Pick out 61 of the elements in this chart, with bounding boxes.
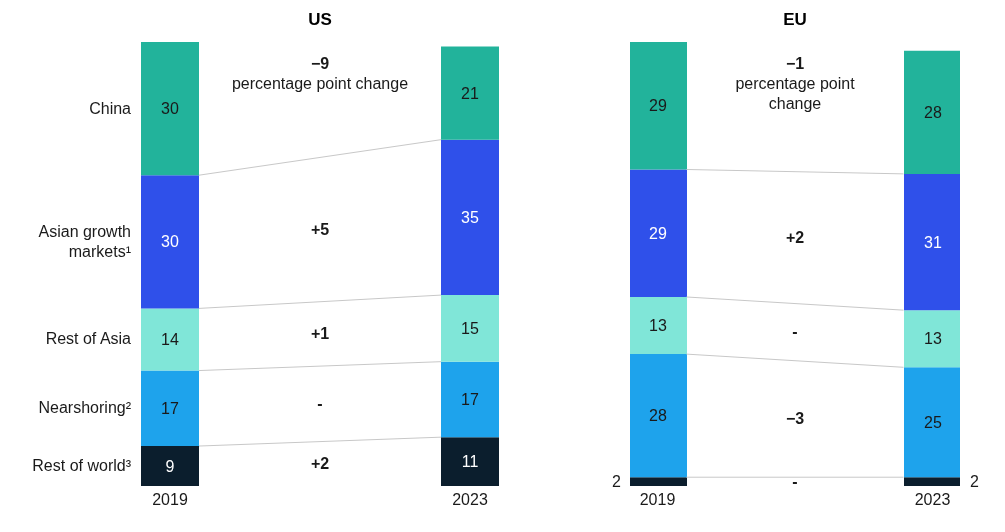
bar — [141, 42, 199, 176]
x-tick-label: 2023 — [914, 491, 951, 509]
bar — [630, 42, 687, 170]
bar — [441, 361, 499, 438]
bar — [904, 477, 960, 486]
bar — [141, 308, 199, 371]
data-label: 28 — [924, 103, 942, 121]
bar — [441, 139, 499, 296]
annotation: - — [316, 393, 324, 414]
chart-title: EU — [782, 10, 808, 30]
bar — [630, 354, 687, 478]
data-label: 2 — [970, 473, 979, 491]
x-tick-label: 2019 — [639, 491, 676, 509]
data-label: 15 — [461, 319, 479, 337]
data-label: 29 — [649, 224, 667, 242]
bar — [441, 46, 499, 140]
data-label: 28 — [649, 407, 667, 425]
series-label: Asian growth markets¹ — [37, 221, 131, 262]
data-label: 11 — [461, 453, 479, 471]
annotation: - — [791, 322, 799, 343]
data-label: 21 — [461, 84, 479, 102]
bar — [904, 173, 960, 311]
bar — [630, 169, 687, 297]
bar — [441, 295, 499, 362]
data-label: 9 — [165, 457, 175, 475]
bar — [630, 477, 687, 486]
annotation: +2 — [309, 453, 331, 474]
annotation: −9 percentage point change — [230, 54, 410, 94]
bar — [630, 296, 687, 355]
data-label: 14 — [161, 331, 179, 349]
x-tick-label: 2019 — [152, 491, 188, 509]
data-label: 29 — [649, 97, 667, 115]
bar — [141, 446, 199, 486]
data-label: 17 — [161, 399, 179, 417]
data-label: 30 — [161, 100, 179, 118]
bar — [141, 370, 199, 447]
data-label: 13 — [924, 330, 942, 348]
annotation: +1 — [309, 323, 331, 344]
x-tick-label: 2023 — [452, 491, 488, 509]
data-label: 35 — [461, 208, 479, 226]
annotation: −1 percentage point change — [734, 54, 856, 114]
annotation: +5 — [309, 219, 331, 240]
annotation: +2 — [784, 227, 806, 248]
series-label: Rest of Asia — [44, 329, 131, 350]
annotation: −3 — [784, 408, 806, 429]
chart-title: US — [307, 10, 333, 30]
bar — [141, 175, 199, 309]
bar — [904, 310, 960, 368]
series-label: China — [88, 98, 131, 119]
data-label: 31 — [924, 233, 942, 251]
data-label: 17 — [461, 391, 479, 409]
data-label: 13 — [649, 317, 667, 335]
data-label: 30 — [161, 233, 179, 251]
data-label: 25 — [924, 413, 942, 431]
bar — [904, 50, 960, 174]
series-label: Nearshoring² — [37, 398, 131, 419]
bar — [441, 437, 499, 486]
series-label: Rest of world³ — [31, 456, 131, 476]
bar — [904, 367, 960, 478]
annotation: - — [791, 471, 799, 492]
data-label: 2 — [612, 473, 622, 491]
